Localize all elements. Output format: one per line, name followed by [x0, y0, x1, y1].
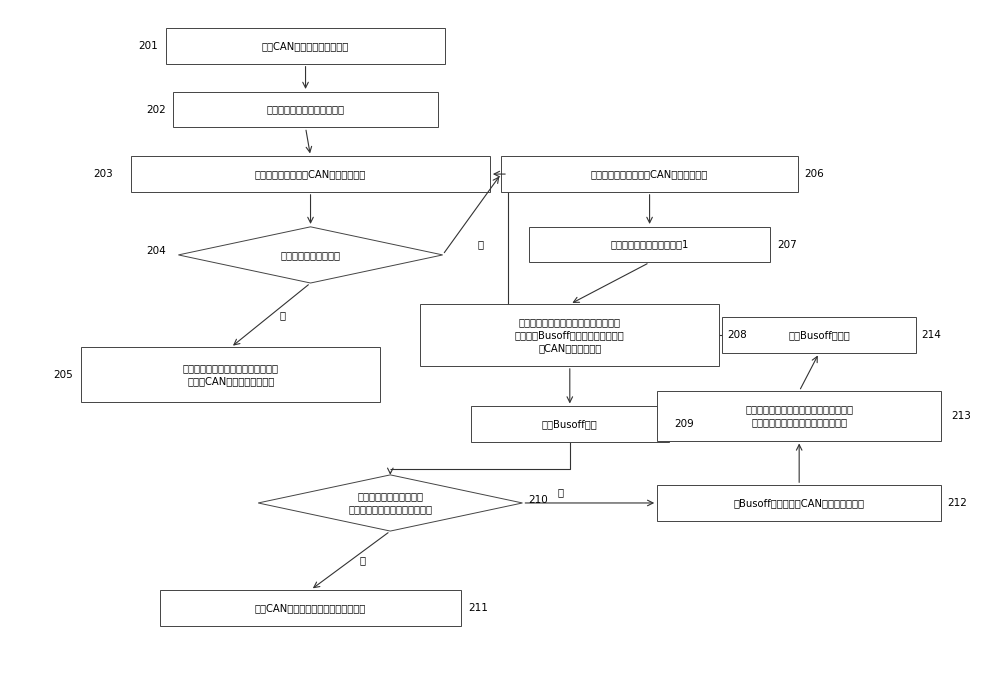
Text: 202: 202 [146, 105, 166, 115]
Text: 208: 208 [727, 330, 747, 340]
Text: 204: 204 [146, 246, 166, 257]
Polygon shape [178, 227, 443, 283]
Text: 否: 否 [557, 487, 563, 497]
Text: 判断波特率匹配表中所有
合法的波特率是否均已匹配完毕: 判断波特率匹配表中所有 合法的波特率是否均已匹配完毕 [348, 491, 432, 515]
FancyBboxPatch shape [471, 407, 669, 442]
Text: 以相同的波特率继续向CAN总线发送数据: 以相同的波特率继续向CAN总线发送数据 [591, 169, 708, 179]
Polygon shape [258, 475, 522, 531]
FancyBboxPatch shape [657, 485, 941, 521]
Text: 消除Busoff标志位: 消除Busoff标志位 [788, 330, 850, 340]
Text: 产生Busoff中断: 产生Busoff中断 [542, 419, 598, 429]
Text: 生成CAN总线错误信号，进行错误提示: 生成CAN总线错误信号，进行错误提示 [255, 603, 366, 613]
Text: 211: 211 [468, 603, 488, 613]
Text: 以所选取的波特率向CAN总线发送数据: 以所选取的波特率向CAN总线发送数据 [255, 169, 366, 179]
FancyBboxPatch shape [657, 391, 941, 440]
FancyBboxPatch shape [529, 227, 770, 262]
Text: 203: 203 [93, 169, 113, 179]
Text: 207: 207 [777, 239, 797, 250]
FancyBboxPatch shape [131, 156, 490, 192]
Text: 214: 214 [921, 330, 941, 340]
Text: 201: 201 [138, 41, 158, 51]
Text: 205: 205 [53, 370, 73, 380]
Text: 206: 206 [804, 169, 824, 179]
FancyBboxPatch shape [722, 317, 916, 353]
Text: 是: 是 [359, 555, 365, 566]
Text: 错误计数器的错误计数累加1: 错误计数器的错误计数累加1 [610, 239, 689, 250]
FancyBboxPatch shape [166, 28, 445, 64]
Text: 否: 否 [478, 239, 484, 249]
FancyBboxPatch shape [501, 156, 798, 192]
Text: 212: 212 [947, 498, 967, 508]
Text: 判断数据是否发送成功: 判断数据是否发送成功 [281, 250, 341, 260]
Text: 213: 213 [951, 411, 971, 421]
Text: 产生发送成功中断，在发送成功中断
中确定CAN总线上的波特率值: 产生发送成功中断，在发送成功中断 中确定CAN总线上的波特率值 [183, 363, 279, 387]
FancyBboxPatch shape [160, 590, 461, 625]
Text: 配置CAN总线的波特率匹配表: 配置CAN总线的波特率匹配表 [262, 41, 349, 51]
FancyBboxPatch shape [173, 92, 438, 127]
Text: 选取波特率匹配表中未被选取的波特率，
将所选取的波特率修改为下一波特率: 选取波特率匹配表中未被选取的波特率， 将所选取的波特率修改为下一波特率 [745, 405, 853, 427]
Text: 选取波特率匹配表中的波特率: 选取波特率匹配表中的波特率 [267, 105, 345, 115]
Text: 是: 是 [280, 310, 286, 320]
FancyBboxPatch shape [420, 304, 719, 366]
FancyBboxPatch shape [81, 347, 380, 402]
Text: 210: 210 [528, 495, 548, 504]
Text: 当错误计数的值达到计错阈值时，产生
总线错误Busoff，禁止发送设备继续
向CAN总线发送数据: 当错误计数的值达到计错阈值时，产生 总线错误Busoff，禁止发送设备继续 向C… [515, 317, 625, 354]
Text: 209: 209 [675, 419, 694, 429]
Text: 在Busoff中断中清空CAN缓冲器中的数据: 在Busoff中断中清空CAN缓冲器中的数据 [734, 498, 865, 508]
